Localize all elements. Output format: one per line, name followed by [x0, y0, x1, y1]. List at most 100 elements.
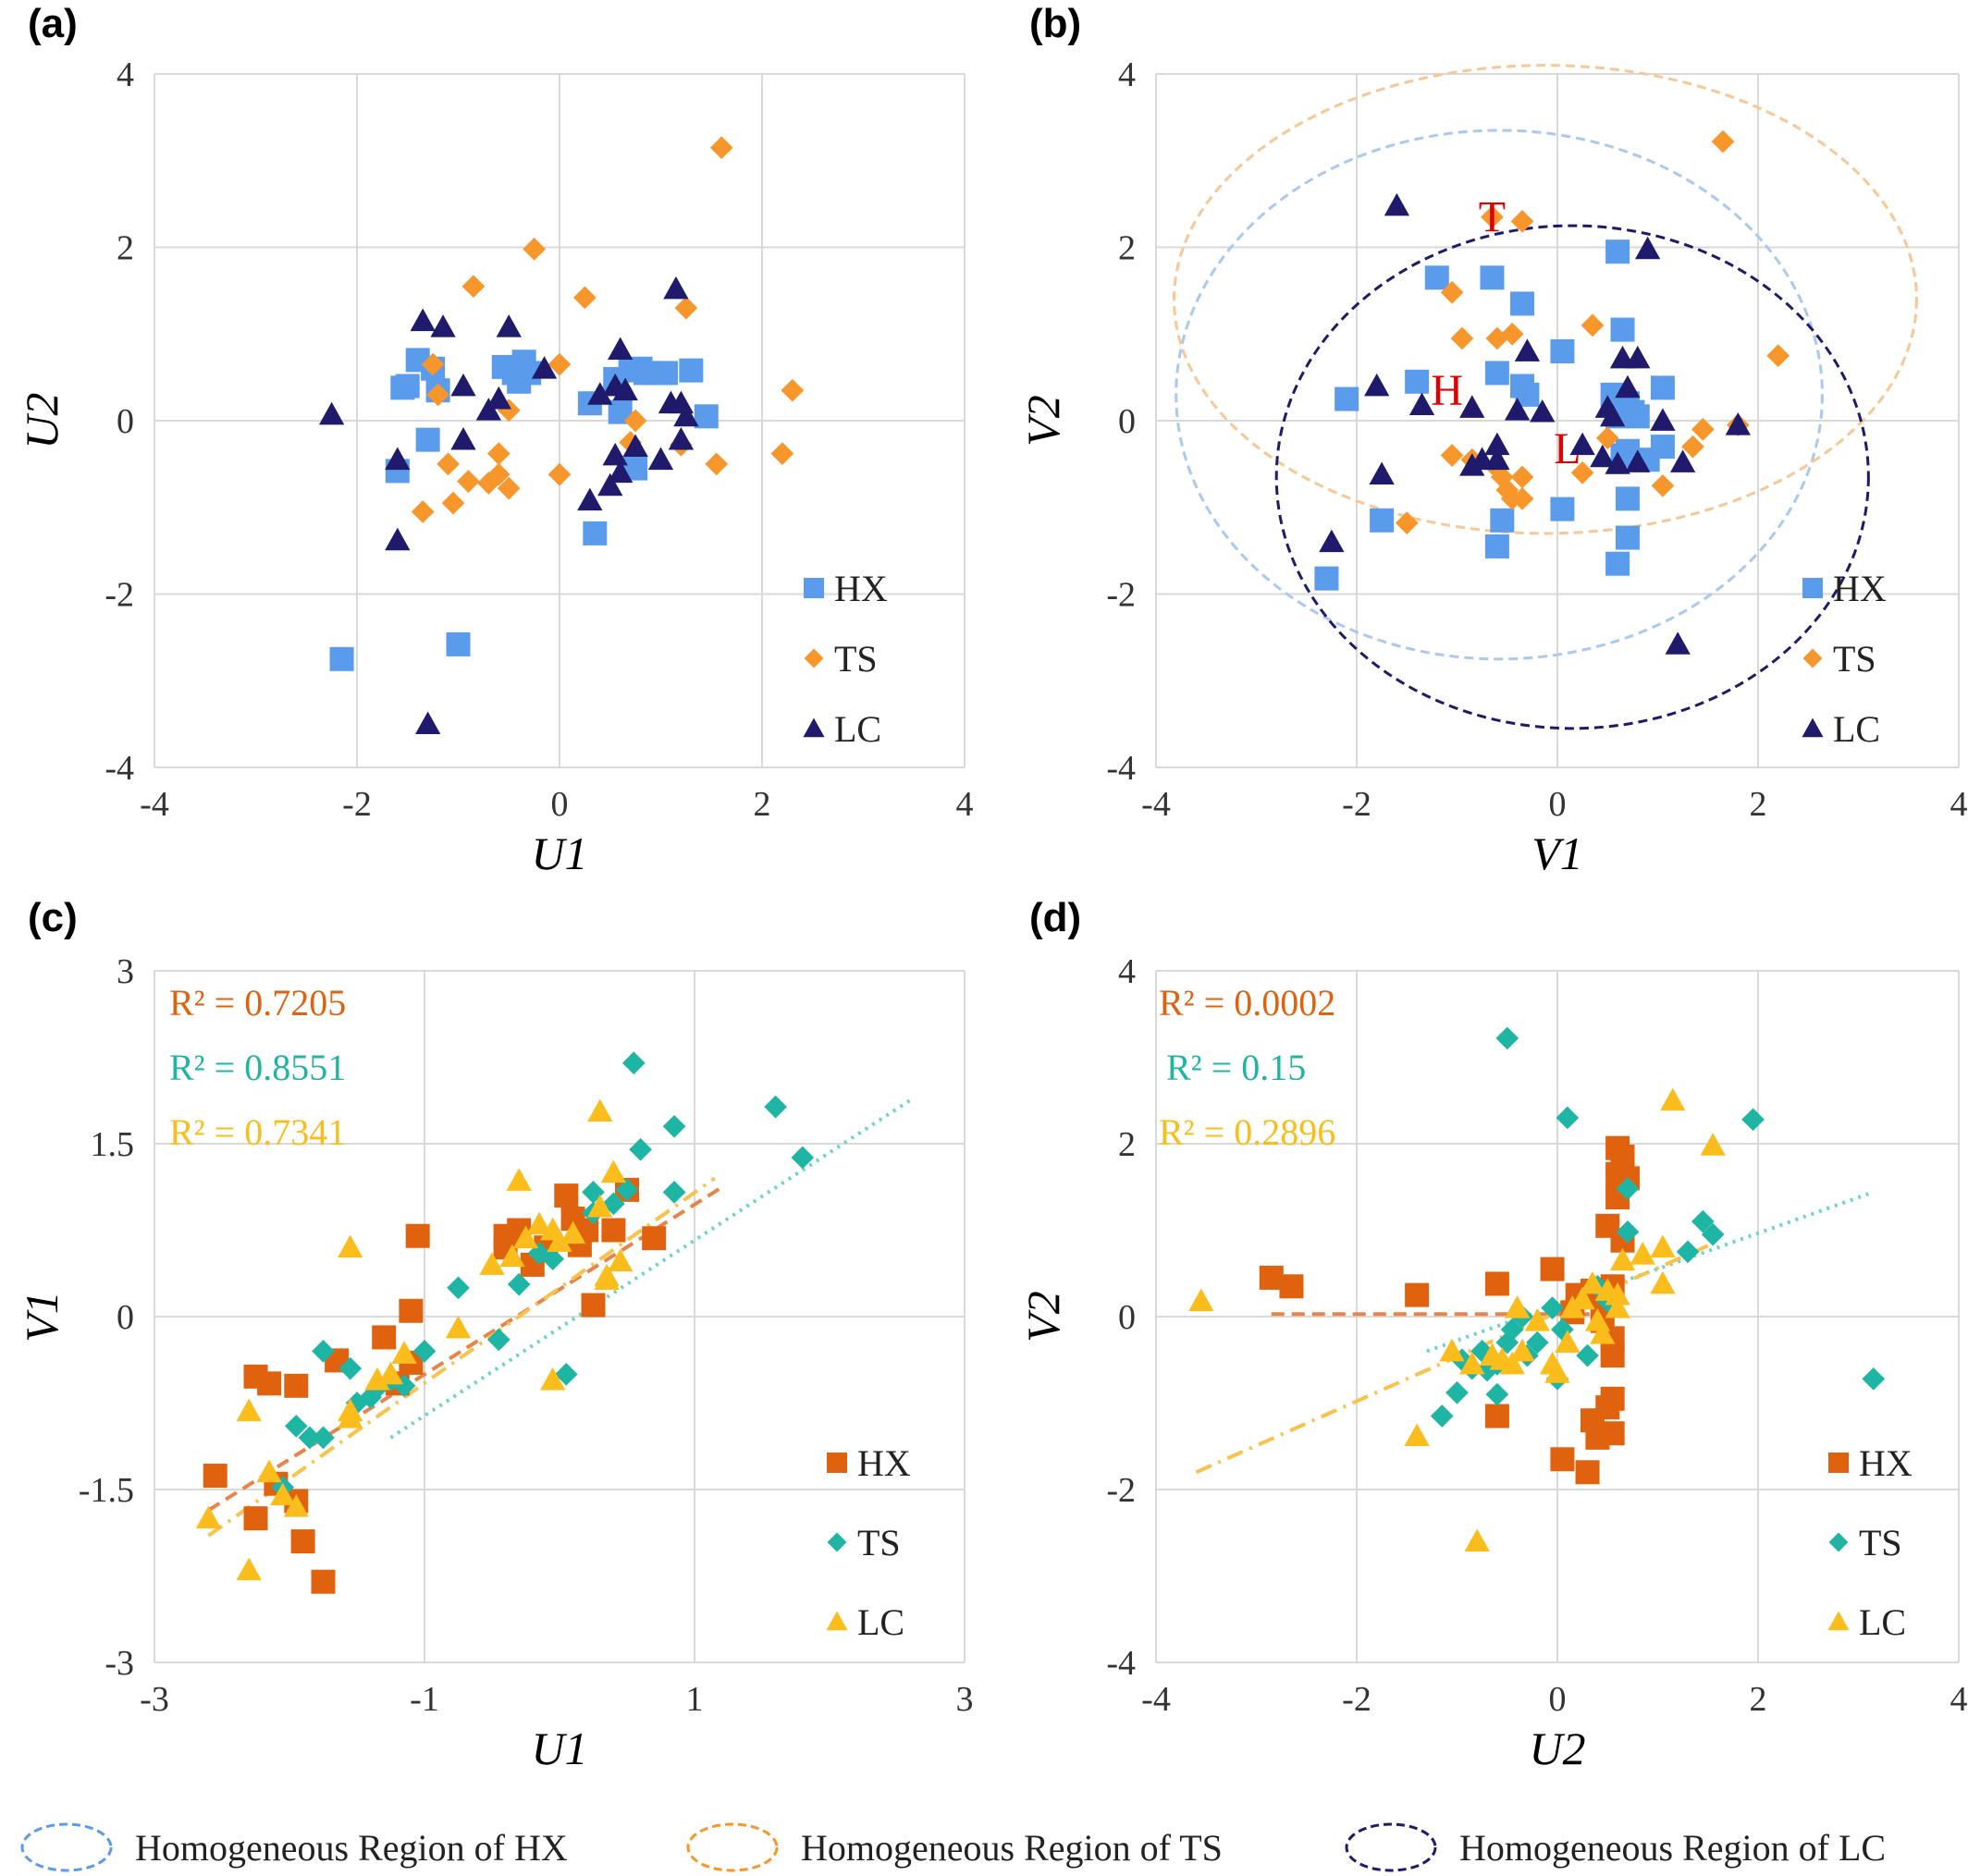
data-point-hx — [642, 1226, 667, 1251]
data-point-hx — [257, 1371, 282, 1396]
data-point-hx — [1550, 339, 1575, 363]
data-point-hx — [1484, 1404, 1509, 1428]
y-tick-label: -4 — [1106, 749, 1136, 788]
data-point-ts — [359, 1385, 382, 1409]
data-point-lc — [587, 1098, 613, 1122]
region-ellipse-lc — [1274, 224, 1870, 730]
trendline-ts — [389, 1097, 912, 1440]
data-point-lc — [608, 337, 633, 361]
data-point-ts — [1576, 1343, 1599, 1367]
data-point-hx — [290, 1529, 315, 1554]
data-point-hx — [1550, 1447, 1575, 1472]
data-point-hx — [601, 1218, 626, 1243]
data-point-hx — [1335, 386, 1359, 411]
data-point-lc — [1469, 447, 1495, 471]
data-point-hx — [395, 374, 420, 398]
panel-label: (c) — [28, 895, 78, 940]
legend-label-ts: TS — [1833, 638, 1876, 680]
data-point-ts — [629, 1137, 652, 1161]
data-point-ts — [541, 1247, 565, 1271]
data-point-hx — [446, 631, 471, 656]
data-point-hx — [1405, 1282, 1430, 1307]
data-point-lc — [1605, 451, 1630, 474]
region-label-l: L — [1554, 424, 1581, 473]
legend-marker-lc — [1802, 717, 1824, 738]
y-tick-label: 0 — [117, 402, 134, 441]
r-squared-label-hx: R² = 0.0002 — [1159, 982, 1335, 1024]
data-point-lc — [1439, 1338, 1465, 1362]
data-point-lc — [1725, 412, 1751, 435]
data-point-lc — [1665, 631, 1691, 655]
data-point-lc — [1580, 1270, 1605, 1294]
data-point-ts — [554, 1362, 578, 1386]
data-point-hx — [554, 1183, 579, 1208]
y-tick-label: 1.5 — [91, 1125, 135, 1164]
x-tick-label: -4 — [1141, 785, 1171, 824]
data-point-ts — [1495, 1026, 1519, 1050]
y-axis-title: V2 — [1017, 395, 1069, 447]
data-point-lc — [663, 276, 689, 300]
x-tick-label: -2 — [1342, 1680, 1371, 1719]
data-point-hx — [1490, 508, 1515, 533]
data-point-lc — [270, 1482, 296, 1506]
bottom-legend: Homogeneous Region of HX Homogeneous Regi… — [20, 1822, 1886, 1872]
data-point-lc — [547, 1229, 572, 1252]
legend-marker-lc — [803, 717, 825, 738]
data-point-hx — [1510, 291, 1535, 316]
x-tick-label: -4 — [1141, 1680, 1171, 1719]
y-tick-label: 2 — [1118, 1125, 1136, 1164]
data-point-ts — [1862, 1367, 1886, 1391]
data-point-ts — [615, 1178, 639, 1202]
legend-marker-ts — [827, 1532, 847, 1552]
data-point-lc — [1459, 453, 1485, 476]
data-point-lc — [1615, 374, 1641, 398]
data-point-ts — [527, 1242, 551, 1265]
data-point-lc — [1569, 432, 1595, 456]
x-tick-label: 4 — [1950, 785, 1968, 824]
data-point-hx — [1424, 265, 1449, 290]
data-point-ts — [1676, 1240, 1700, 1264]
legend-marker-ts — [804, 648, 824, 668]
data-point-lc — [236, 1398, 262, 1422]
data-point-lc — [1669, 449, 1696, 472]
data-point-hx — [405, 1223, 430, 1248]
data-point-ts — [1500, 1318, 1524, 1342]
data-point-ts — [1450, 326, 1474, 350]
chart-panel-2: (c) -3 -1 1 3 -3 -1.5 0 1.5 3 U1 V1 R² = 0.7205 R² = … — [16, 895, 974, 1774]
data-point-lc — [1625, 345, 1651, 369]
legend-marker-lc — [826, 1611, 848, 1631]
data-point-ts — [486, 442, 510, 465]
data-point-ts — [1711, 129, 1735, 153]
data-point-hx — [1540, 1257, 1565, 1281]
region-legend-ellipse-1 — [686, 1822, 779, 1872]
data-point-hx — [1625, 404, 1650, 429]
legend-label-lc: LC — [857, 1601, 904, 1643]
data-point-ts — [486, 1328, 510, 1352]
legend-marker-hx — [1828, 1453, 1849, 1473]
data-point-ts — [1485, 1382, 1509, 1406]
y-tick-label: -3 — [105, 1644, 134, 1683]
data-point-ts — [1616, 1220, 1640, 1244]
data-point-lc — [1530, 398, 1556, 423]
data-point-ts — [1510, 487, 1534, 510]
legend: HX TS LC — [803, 568, 888, 750]
data-point-hx — [399, 1298, 424, 1323]
data-point-lc — [622, 434, 648, 458]
data-point-lc — [479, 1252, 505, 1275]
x-tick-label: 0 — [551, 785, 569, 824]
legend-marker-hx — [804, 578, 824, 598]
data-point-lc — [577, 487, 603, 511]
data-point-lc — [526, 1211, 552, 1235]
data-point-ts — [441, 491, 465, 515]
data-point-ts — [338, 1356, 363, 1380]
region-legend-ellipse-2 — [1345, 1822, 1437, 1872]
data-point-lc — [1484, 432, 1510, 456]
trendline-lc — [207, 1176, 717, 1538]
y-tick-label: -4 — [1106, 1644, 1136, 1683]
y-tick-label: 2 — [1118, 229, 1136, 268]
x-tick-label: 2 — [1750, 1680, 1767, 1719]
data-point-ts — [312, 1340, 335, 1363]
data-point-hx — [1370, 508, 1395, 533]
data-point-hx — [1575, 1460, 1600, 1485]
x-tick-label: 1 — [686, 1680, 704, 1719]
